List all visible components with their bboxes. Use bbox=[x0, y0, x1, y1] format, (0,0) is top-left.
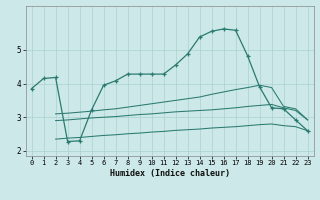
X-axis label: Humidex (Indice chaleur): Humidex (Indice chaleur) bbox=[109, 169, 230, 178]
